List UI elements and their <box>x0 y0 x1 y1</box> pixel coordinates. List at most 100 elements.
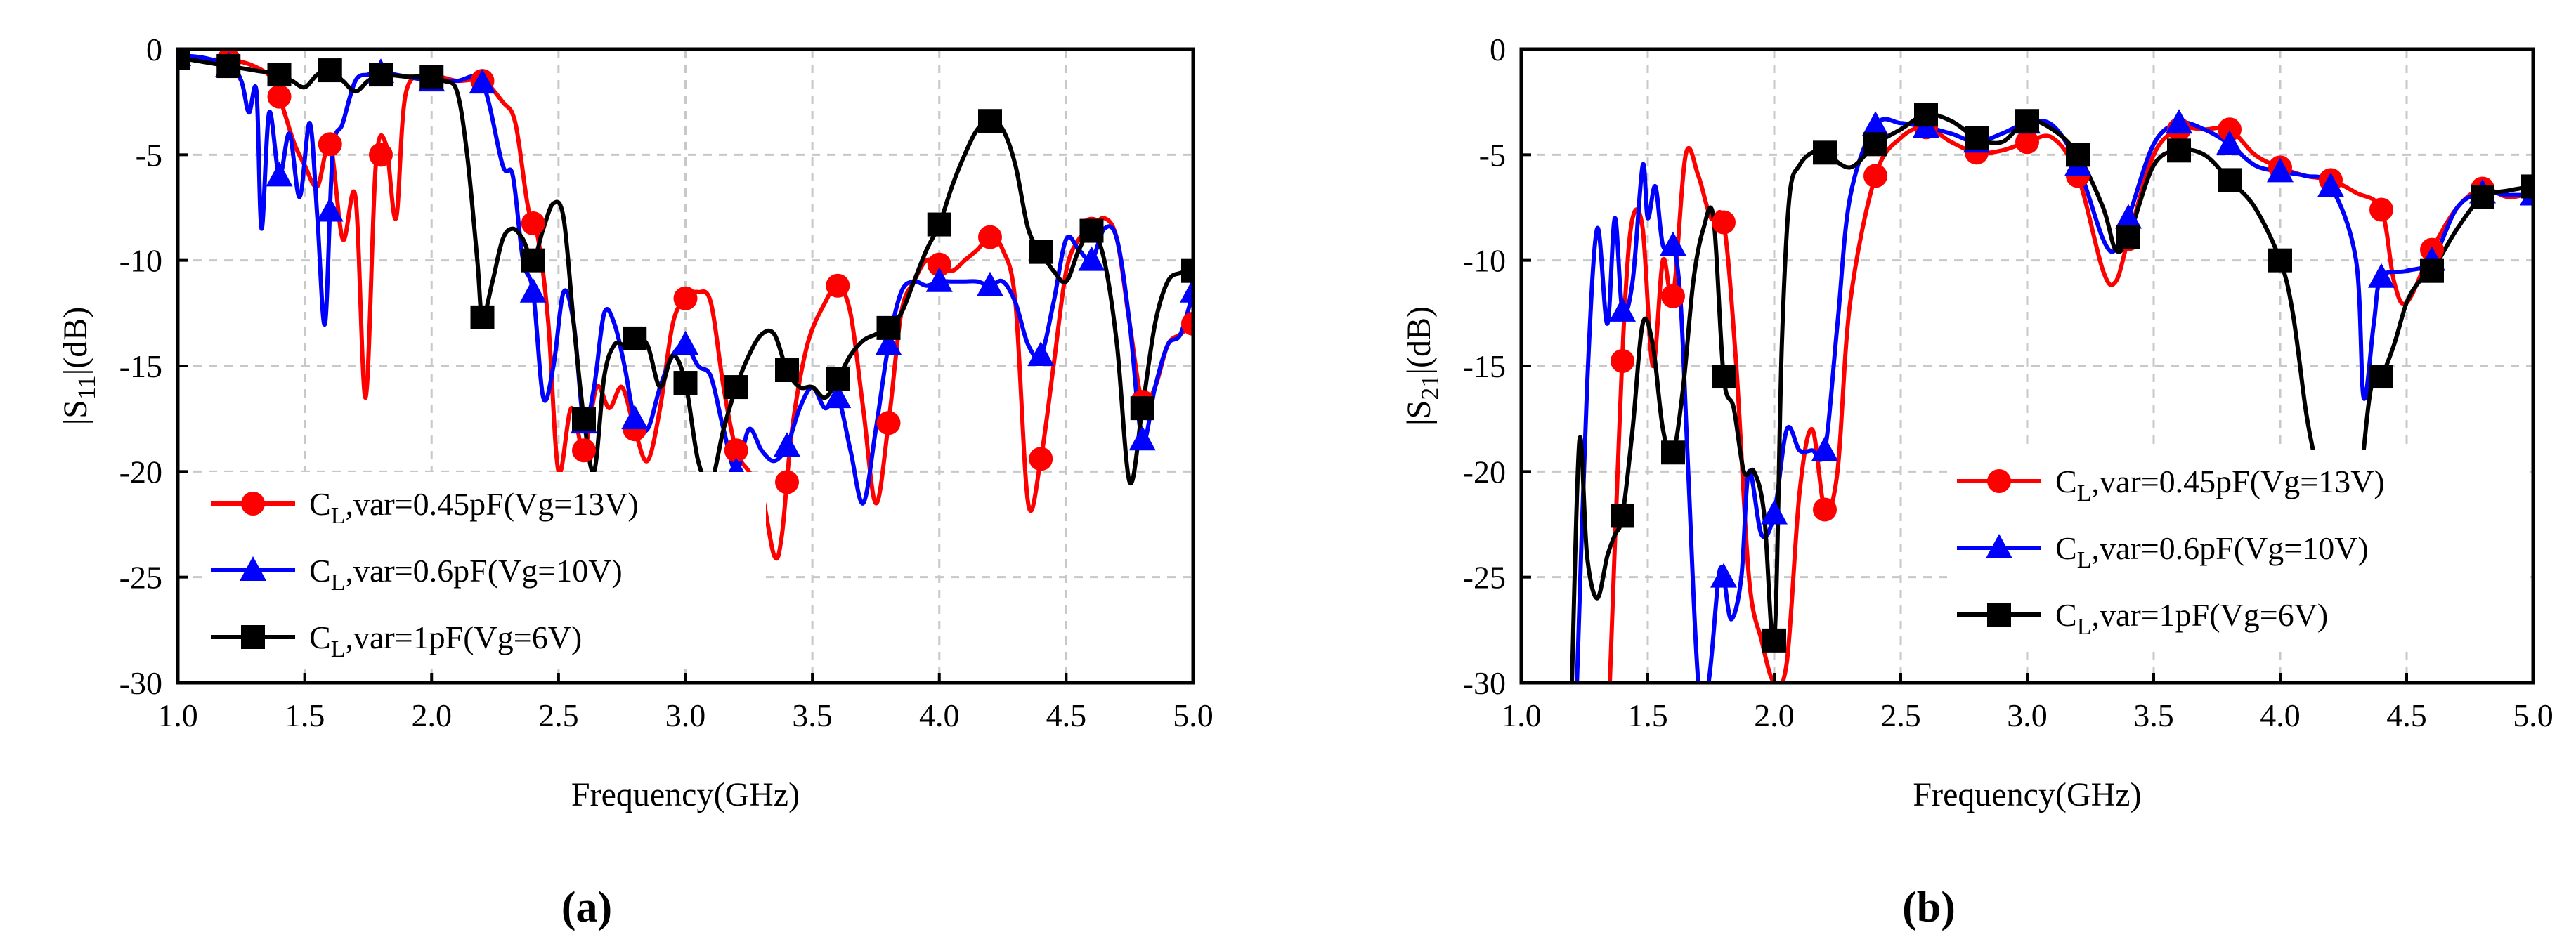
y-tick-label: -10 <box>1463 243 1506 279</box>
panel-label: (b) <box>1902 884 1956 931</box>
x-axis-title: Frequency(GHz) <box>1913 776 2141 813</box>
axis-ticks: 1.0 1.5 2.0 2.5 3.0 3.5 4.0 4.5 5.0 0 -5 -10 -15 -20 -… <box>1463 32 2554 733</box>
series-marker-2 <box>1029 240 1053 264</box>
legend-label-rest: ,var=0.45pF(Vg=13V) <box>345 486 638 522</box>
series-markers <box>178 49 1193 494</box>
series-marker-1 <box>469 69 496 94</box>
series-marker-0 <box>2015 130 2039 155</box>
legend-label-rest: ,var=0.6pF(Vg=10V) <box>345 553 622 589</box>
series-marker-0 <box>1181 311 1193 336</box>
legend-label-sub: L <box>2077 480 2092 506</box>
series-marker-2 <box>826 367 850 391</box>
series-marker-1 <box>1180 277 1193 303</box>
x-tick-label: 2.0 <box>1754 697 1795 733</box>
y-tick-label: -10 <box>119 243 162 279</box>
legend-entry: CL,var=1pF(Vg=6V) <box>211 620 582 662</box>
series-marker-1 <box>1027 341 1055 366</box>
y-axis-title: |S11|(dB) <box>57 307 100 426</box>
y-axis-title-suffix: |(dB) <box>57 307 94 376</box>
x-tick-label: 1.5 <box>1627 697 1668 733</box>
x-tick-label: 4.5 <box>1046 697 1087 733</box>
series-marker-1 <box>2216 130 2243 155</box>
series-marker-0 <box>826 273 850 298</box>
series-marker-2 <box>1130 396 1154 421</box>
y-axis-title-sub: 11 <box>72 375 100 400</box>
series-marker-2 <box>216 54 241 79</box>
series-marker-2 <box>1914 103 1938 127</box>
series-marker-0 <box>2369 197 2393 222</box>
legend-entry: CL,var=0.6pF(Vg=10V) <box>211 553 623 596</box>
series-marker-2 <box>927 212 951 237</box>
x-tick-label: 2.5 <box>538 697 579 733</box>
legend-entry: CL,var=0.45pF(Vg=13V) <box>211 486 639 529</box>
legend-swatch-marker <box>241 492 265 516</box>
chart-panel-b: 1.0 1.5 2.0 2.5 3.0 3.5 4.0 4.5 5.0 0 -5 -10 -15 -20 -… <box>1400 32 2554 931</box>
series-marker-2 <box>2218 168 2242 192</box>
x-tick-label: 5.0 <box>1173 697 1214 733</box>
y-axis-title-sub: 21 <box>1416 375 1444 400</box>
y-tick-label: -5 <box>1479 137 1506 173</box>
series-marker-0 <box>1813 497 1837 522</box>
legend-label: CL,var=0.45pF(Vg=13V) <box>309 486 639 529</box>
series-marker-2 <box>2116 225 2140 249</box>
series-marker-2 <box>470 305 495 329</box>
y-tick-label: -30 <box>1463 665 1506 701</box>
legend-swatch-marker <box>1986 534 2012 558</box>
series-marker-1 <box>1609 296 1636 322</box>
series-markers <box>1609 103 2533 653</box>
x-tick-label: 4.0 <box>919 697 960 733</box>
series-marker-2 <box>1813 140 1837 165</box>
series-marker-2 <box>1863 132 1887 157</box>
series-marker-3 <box>2471 185 2494 209</box>
series-marker-2 <box>1762 628 1786 653</box>
series-marker-0 <box>673 286 698 310</box>
series-marker-2 <box>521 248 545 273</box>
series-marker-2 <box>2167 138 2191 163</box>
legend-label-rest: ,var=0.45pF(Vg=13V) <box>2091 464 2384 499</box>
legend: CL,var=0.45pF(Vg=13V) CL,var=0.6pF(Vg=10… <box>204 472 766 669</box>
series-marker-2 <box>572 407 596 431</box>
series-marker-1 <box>316 197 344 222</box>
legend-label-c: C <box>309 620 331 655</box>
series-marker-0 <box>521 211 545 236</box>
series-marker-1 <box>824 383 852 409</box>
axis-ticks: 1.0 1.5 2.0 2.5 3.0 3.5 4.0 4.5 5.0 0 -5 -10 -15 -20 -… <box>119 32 1214 733</box>
series-marker-2 <box>724 375 748 400</box>
x-tick-label: 5.0 <box>2513 697 2554 733</box>
series-marker-2 <box>876 315 901 340</box>
legend-label-rest: ,var=0.6pF(Vg=10V) <box>2091 530 2368 566</box>
series-marker-1 <box>774 432 800 457</box>
legend-label: CL,var=1pF(Vg=6V) <box>309 620 582 662</box>
series-marker-2 <box>178 49 190 70</box>
series-marker-0 <box>572 438 596 463</box>
x-tick-label: 1.0 <box>1501 697 1542 733</box>
series-marker-0 <box>724 438 748 463</box>
series-marker-2 <box>2066 143 2090 167</box>
y-tick-label: -30 <box>119 665 162 701</box>
series-marker-1 <box>1078 246 1105 271</box>
legend-label-c: C <box>2055 530 2077 566</box>
legend-entry: CL,var=0.6pF(Vg=10V) <box>1957 530 2369 573</box>
series-marker-2 <box>419 65 444 89</box>
series-marker-2 <box>2268 248 2292 273</box>
legend-swatch-marker <box>1987 469 2011 493</box>
series-marker-2 <box>318 58 342 83</box>
y-tick-label: -20 <box>119 454 162 490</box>
y-axis-title-prefix: |S <box>57 400 94 425</box>
x-tick-label: 4.5 <box>2386 697 2427 733</box>
x-tick-label: 2.0 <box>412 697 453 733</box>
series-marker-1 <box>977 271 1003 296</box>
legend-label: CL,var=1pF(Vg=6V) <box>2055 597 2328 640</box>
series-marker-0 <box>876 411 901 435</box>
series-marker-0 <box>267 84 292 109</box>
x-axis-title: Frequency(GHz) <box>571 776 800 813</box>
legend-label: CL,var=0.45pF(Vg=13V) <box>2055 464 2385 506</box>
legend-entry: CL,var=1pF(Vg=6V) <box>1957 597 2328 640</box>
legend-entry: CL,var=0.45pF(Vg=13V) <box>1957 464 2385 506</box>
x-tick-label: 3.0 <box>2007 697 2048 733</box>
series-marker-1 <box>1128 426 1156 451</box>
series-line-0 <box>178 53 1193 561</box>
legend-label-sub: L <box>331 570 346 596</box>
legend-label-rest: ,var=1pF(Vg=6V) <box>2091 597 2328 633</box>
x-tick-label: 1.0 <box>157 697 198 733</box>
